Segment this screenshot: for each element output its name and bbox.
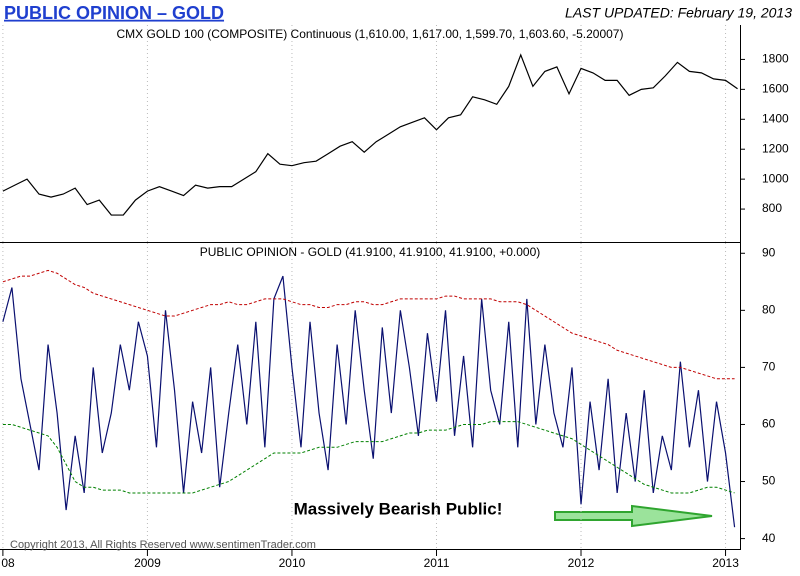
y-tick-label: 800 bbox=[762, 201, 782, 215]
x-tick-label: 2009 bbox=[134, 556, 161, 570]
y-tick-label: 90 bbox=[762, 245, 776, 259]
x-tick-label: 2012 bbox=[568, 556, 595, 570]
x-tick-label: 2010 bbox=[279, 556, 306, 570]
y-tick-label: 1800 bbox=[762, 52, 789, 66]
last-updated: LAST UPDATED: February 19, 2013 bbox=[565, 5, 792, 21]
y-tick-label: 60 bbox=[762, 417, 776, 431]
y-tick-label: 70 bbox=[762, 360, 776, 374]
series-line bbox=[2, 421, 735, 494]
y-tick-label: 1200 bbox=[762, 141, 789, 155]
x-tick-label: 2011 bbox=[424, 556, 450, 570]
panel-subtitle: CMX GOLD 100 (COMPOSITE) Continuous (1,6… bbox=[117, 27, 624, 41]
y-tick-label: 1600 bbox=[762, 82, 789, 96]
y-tick-label: 1400 bbox=[762, 111, 789, 125]
x-tick-label: 08 bbox=[1, 556, 15, 570]
page-title: PUBLIC OPINION – GOLD bbox=[4, 3, 224, 23]
copyright: Copyright 2013, All Rights Reserved www.… bbox=[10, 539, 316, 551]
panel-subtitle: PUBLIC OPINION - GOLD (41.9100, 41.9100,… bbox=[200, 245, 541, 259]
y-tick-label: 40 bbox=[762, 531, 776, 545]
series-line bbox=[2, 275, 736, 528]
y-tick-label: 1000 bbox=[762, 171, 789, 185]
y-tick-label: 50 bbox=[762, 474, 776, 488]
series-line bbox=[2, 269, 735, 380]
series-line bbox=[2, 53, 738, 216]
y-tick-label: 80 bbox=[762, 303, 776, 317]
annotation-arrow bbox=[554, 504, 713, 528]
x-tick-label: 2013 bbox=[712, 556, 739, 570]
annotation: Massively Bearish Public! bbox=[294, 499, 503, 518]
